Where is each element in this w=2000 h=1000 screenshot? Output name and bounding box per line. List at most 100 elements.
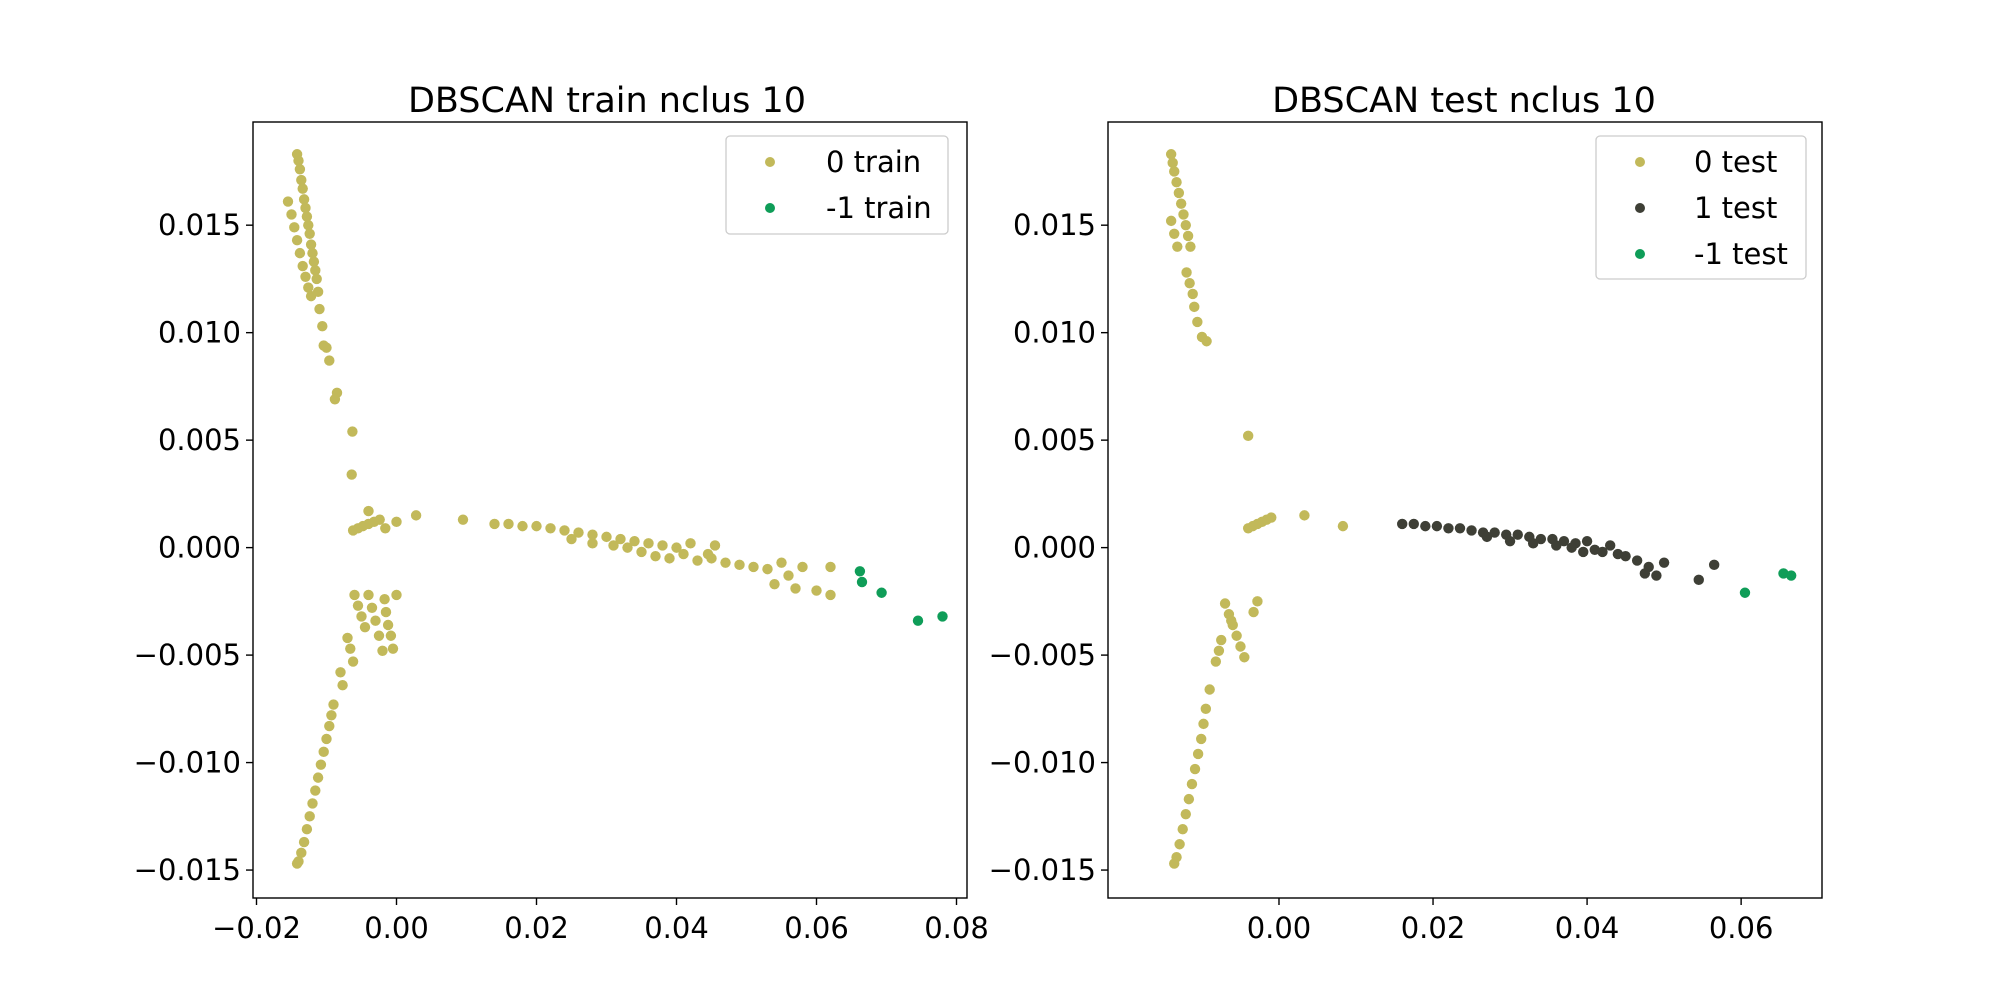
train-point-s0-91 [643,538,654,549]
train-point-s0-17 [289,222,300,233]
train-panel: DBSCAN train nclus 10 −0.02 0.00 0.02 0.04 0… [134,81,989,945]
train-point-s0-31 [331,387,343,399]
train-point-s0-97 [622,542,633,553]
test-point-s1-12 [1535,533,1547,545]
train-point-s0-7 [301,211,313,222]
train-ytick-label-2: −0.005 [134,638,241,672]
train-point-s0-118 [709,540,721,551]
test-point-s1-26 [1631,555,1643,566]
train-point-s0-46 [356,611,367,622]
train-legend-label-0: 0 train [826,145,921,179]
train-point-s0-117 [685,538,696,549]
test-ytick-label-1: −0.010 [989,746,1096,780]
train-point-s0-115 [762,563,773,575]
train-point-s0-32 [347,426,358,437]
train-point-s0-44 [349,589,360,601]
test-chart-title: DBSCAN test nclus 10 [1272,81,1656,121]
test-ytick-label-6: 0.015 [1013,208,1096,242]
train-ytick-label-6: 0.015 [158,208,241,242]
test-point-s0-15 [1187,288,1198,300]
test-xtick-label-1: 0.02 [1401,911,1466,945]
train-point-s0-112 [790,583,801,594]
train-point-s0-16 [286,209,297,220]
train-point-s1-1 [856,576,868,588]
train-point-s0-14 [311,273,322,285]
test-point-s0-50 [1169,858,1180,869]
train-point-s1-0 [854,566,866,577]
train-point-s0-12 [308,256,320,267]
test-point-s1-2 [1420,520,1431,532]
train-point-s0-57 [387,643,399,654]
test-point-s1-4 [1443,523,1454,534]
train-point-s0-9 [304,228,315,239]
train-point-s0-45 [352,600,364,611]
train-point-s0-10 [305,239,317,250]
test-point-s1-19 [1527,538,1539,549]
test-point-s1-14 [1558,535,1570,547]
test-legend-label-2: -1 test [1694,237,1788,271]
train-point-s0-63 [337,679,348,691]
train-point-s0-61 [347,656,359,667]
test-panel: DBSCAN test nclus 10 0.00 0.02 0.04 0.06 −0.… [989,81,1823,945]
test-legend-marker-0 [1635,157,1645,167]
test-point-s0-17 [1192,316,1203,328]
test-point-s0-10 [1165,215,1177,227]
test-point-s1-21 [1566,542,1577,553]
train-axis-ticks: −0.02 0.00 0.02 0.04 0.06 0.08 −0.015 −0.010 −0.… [134,208,989,945]
test-point-s1-32 [1708,559,1720,571]
train-ytick-label-3: 0.000 [158,531,241,565]
train-point-s0-105 [734,559,745,571]
train-point-s0-48 [363,589,374,601]
test-point-s0-39 [1200,703,1212,715]
train-point-s0-26 [317,321,328,332]
train-point-s0-4 [297,183,308,194]
train-point-s0-99 [650,551,661,562]
train-point-s0-106 [748,561,759,573]
test-point-s0-44 [1186,778,1198,790]
train-point-s0-110 [783,570,794,581]
train-point-s0-20 [297,260,308,272]
train-point-s0-107 [776,557,787,568]
test-xtick-label-3: 0.06 [1709,911,1774,945]
train-point-s0-3 [296,174,307,186]
train-point-s0-40 [380,523,391,534]
test-point-s0-38 [1204,684,1215,695]
train-xtick-label-2: 0.02 [504,911,569,945]
train-legend: 0 train -1 train [725,135,949,235]
train-point-s0-59 [342,632,353,644]
test-point-s1-16 [1581,535,1593,547]
test-legend-label-0: 0 test [1694,145,1777,179]
test-point-s1-31 [1693,574,1704,586]
test-point-s0-34 [1239,652,1250,663]
train-point-s0-22 [303,282,314,293]
train-point-s0-47 [359,621,371,633]
train-point-s0-104 [720,557,731,568]
train-point-s0-21 [300,271,311,282]
train-point-s0-73 [304,811,315,822]
train-point-s0-33 [346,469,357,480]
train-point-s0-11 [307,247,318,259]
test-point-s2-2 [1785,570,1797,581]
train-point-s0-62 [335,667,346,678]
test-point-s1-3 [1431,520,1443,532]
train-point-s0-100 [664,553,675,564]
test-point-s1-18 [1504,535,1516,547]
train-point-s0-58 [391,589,402,601]
test-point-s0-19 [1201,336,1212,347]
train-point-s0-43 [410,510,422,521]
train-point-s0-25 [314,303,325,315]
train-point-s0-101 [678,548,689,560]
test-point-s1-30 [1651,570,1662,581]
test-point-s1-33 [1612,548,1624,560]
test-point-s0-41 [1195,733,1207,745]
test-ytick-label-2: −0.005 [989,638,1096,672]
train-ytick-label-5: 0.010 [158,316,241,350]
train-xtick-label-0: −0.02 [212,911,301,945]
test-point-s0-3 [1171,176,1182,188]
test-point-s0-12 [1172,241,1183,252]
train-point-s0-113 [811,585,822,596]
test-point-s1-17 [1481,531,1493,543]
train-point-s0-24 [312,286,324,298]
test-point-s0-40 [1198,718,1209,730]
train-point-s0-87 [587,529,598,540]
